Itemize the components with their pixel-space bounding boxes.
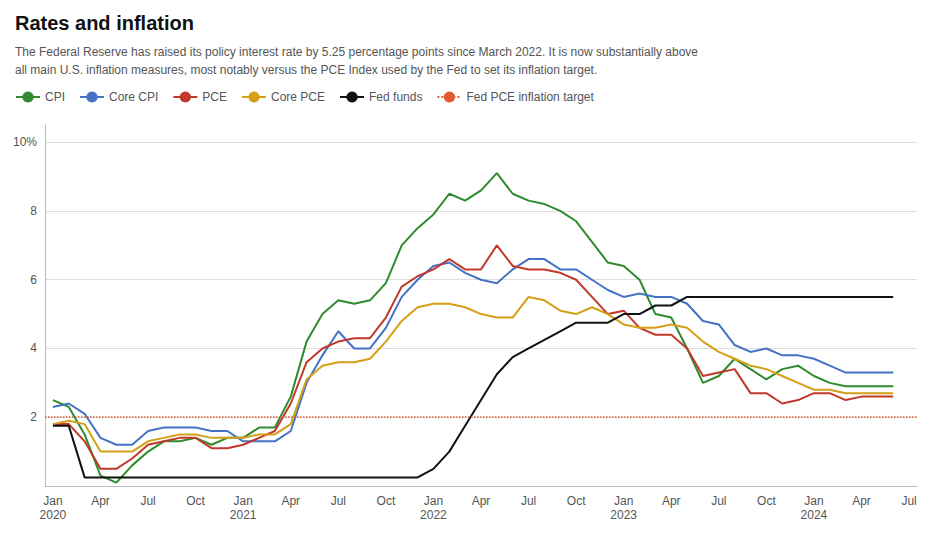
svg-text:Jul: Jul xyxy=(901,494,916,508)
svg-text:all main U.S. inflation measur: all main U.S. inflation measures, most n… xyxy=(15,63,597,77)
svg-text:Apr: Apr xyxy=(472,494,491,508)
svg-text:8: 8 xyxy=(30,204,37,218)
svg-text:Fed PCE inflation target: Fed PCE inflation target xyxy=(466,90,594,104)
svg-text:2023: 2023 xyxy=(610,508,637,522)
svg-text:Apr: Apr xyxy=(281,494,300,508)
svg-text:2022: 2022 xyxy=(420,508,447,522)
svg-text:Fed funds: Fed funds xyxy=(369,90,422,104)
svg-text:2: 2 xyxy=(30,410,37,424)
svg-text:Core CPI: Core CPI xyxy=(109,90,158,104)
svg-text:4: 4 xyxy=(30,341,37,355)
svg-text:10%: 10% xyxy=(13,135,37,149)
svg-text:The Federal Reserve has raised: The Federal Reserve has raised its polic… xyxy=(15,45,698,59)
svg-text:Apr: Apr xyxy=(91,494,110,508)
svg-text:Jan: Jan xyxy=(804,494,823,508)
svg-text:6: 6 xyxy=(30,273,37,287)
svg-text:Oct: Oct xyxy=(377,494,396,508)
svg-text:Jul: Jul xyxy=(140,494,155,508)
svg-text:Core PCE: Core PCE xyxy=(271,90,325,104)
svg-text:Oct: Oct xyxy=(186,494,205,508)
svg-text:Apr: Apr xyxy=(852,494,871,508)
svg-text:Jul: Jul xyxy=(331,494,346,508)
svg-text:Jan: Jan xyxy=(43,494,62,508)
svg-text:Oct: Oct xyxy=(757,494,776,508)
svg-text:2021: 2021 xyxy=(230,508,257,522)
svg-text:2020: 2020 xyxy=(40,508,67,522)
svg-text:Apr: Apr xyxy=(662,494,681,508)
svg-text:Jan: Jan xyxy=(234,494,253,508)
svg-text:CPI: CPI xyxy=(45,90,65,104)
svg-text:Oct: Oct xyxy=(567,494,586,508)
svg-text:Jan: Jan xyxy=(424,494,443,508)
svg-text:Rates and inflation: Rates and inflation xyxy=(15,12,194,34)
svg-text:2024: 2024 xyxy=(801,508,828,522)
svg-text:Jul: Jul xyxy=(521,494,536,508)
svg-text:PCE: PCE xyxy=(202,90,227,104)
svg-text:Jan: Jan xyxy=(614,494,633,508)
svg-text:Jul: Jul xyxy=(711,494,726,508)
